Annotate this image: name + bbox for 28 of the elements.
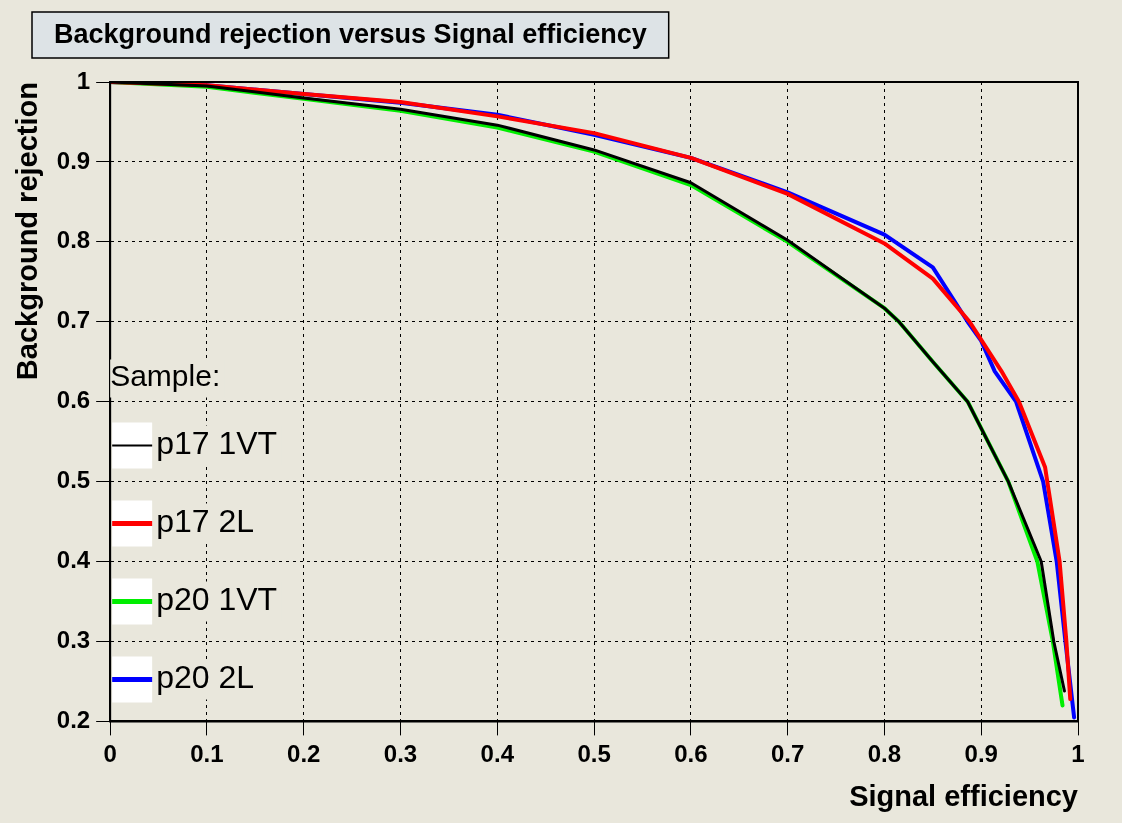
y-tick-label: 0.7 [56, 306, 91, 334]
chart-title: Background rejection versus Signal efficiency [54, 19, 647, 50]
legend-label: p17 1VT [156, 425, 278, 462]
y-axis-title: Background rejection [11, 82, 44, 381]
x-tick-label: 0.8 [867, 740, 902, 768]
x-tick-label: 0.3 [383, 740, 418, 768]
x-tick-label: 0.4 [480, 740, 515, 768]
y-tick-label: 0.2 [56, 706, 91, 734]
legend-label: p17 2L [156, 503, 255, 540]
x-tick-label: 0.5 [577, 740, 611, 768]
x-tick-label: 0.7 [770, 740, 805, 768]
x-tick-label: 0.1 [190, 740, 224, 768]
x-tick-label: 1 [1071, 740, 1085, 768]
y-tick-label: 0.6 [56, 386, 91, 414]
x-tick-label: 0.2 [287, 740, 321, 768]
y-tick-label: 0.8 [56, 226, 91, 254]
y-tick-label: 0.4 [56, 546, 91, 574]
x-axis-title: Signal efficiency [849, 779, 1078, 812]
y-tick-label: 1 [76, 66, 91, 94]
x-tick-label: 0.6 [674, 740, 708, 768]
x-tick-label: 0.9 [964, 740, 998, 768]
legend-label: p20 2L [156, 659, 255, 696]
legend-title: Sample: [110, 358, 221, 392]
y-tick-label: 0.9 [56, 146, 91, 174]
x-tick-label: 0 [103, 740, 117, 768]
legend-label: p20 1VT [156, 581, 278, 618]
y-tick-label: 0.5 [56, 466, 91, 494]
y-tick-label: 0.3 [56, 626, 91, 654]
